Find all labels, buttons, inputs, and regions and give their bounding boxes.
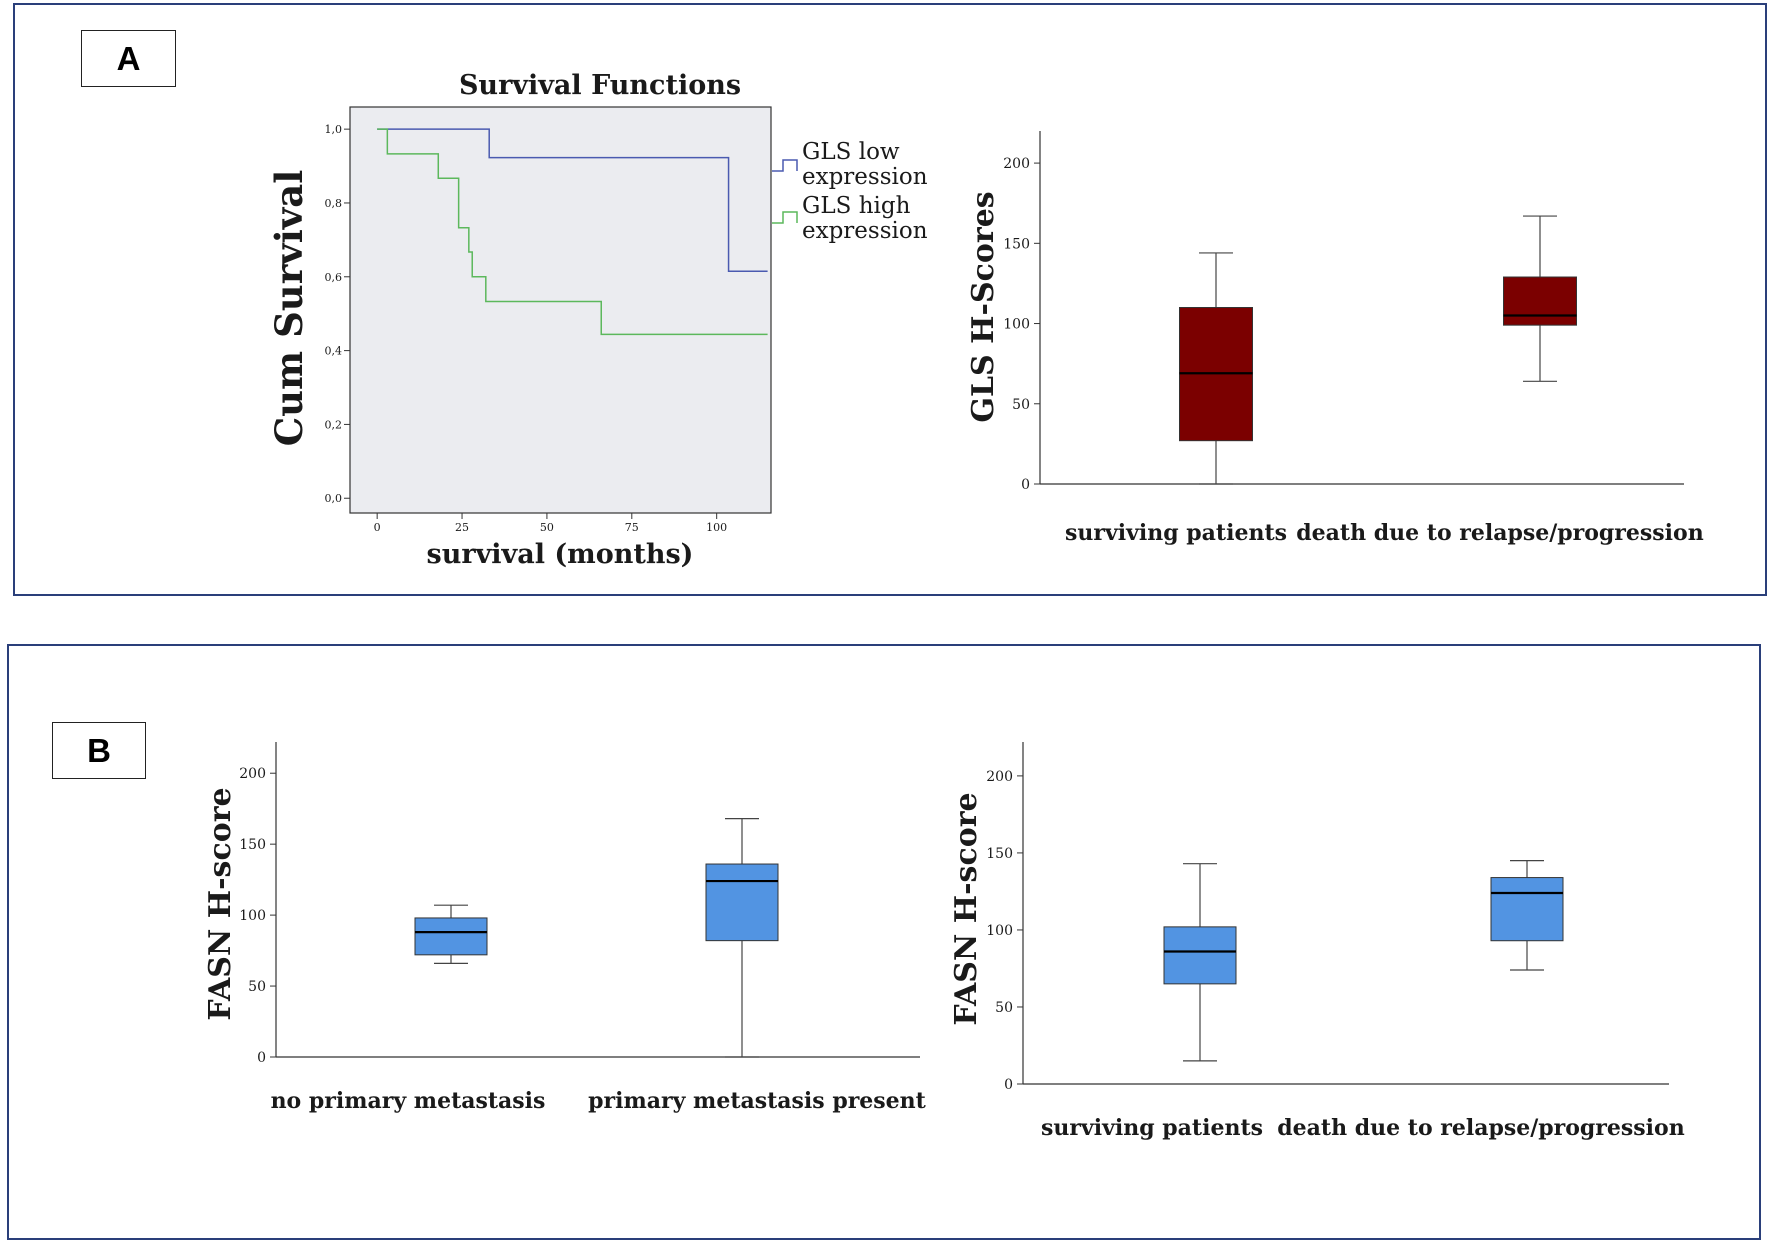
fasn-metastasis-boxplot: 0 50 100 150 200 FASN H-score no primary met… <box>203 742 927 1114</box>
km-line-low-expression <box>377 128 768 272</box>
fasn-metastasis-y-tick-label: 150 <box>239 837 266 853</box>
fasn-metastasis-y-tick-label: 50 <box>248 979 266 995</box>
km-legend: GLS low expression GLS high expression <box>772 139 928 244</box>
fasn-survival-y-tick-label: 0 <box>1004 1077 1013 1093</box>
km-series <box>377 128 768 336</box>
fasn-survival-category-label-1: surviving patients <box>1041 1115 1263 1141</box>
km-y-tick-label: 0,6 <box>325 271 343 284</box>
fasn-survival-box <box>1163 926 1237 985</box>
fasn-survival-y-tick-label: 100 <box>986 923 1013 939</box>
fasn-survival-y-tick-label: 200 <box>986 769 1013 785</box>
legend-high-line1: GLS high <box>802 193 911 219</box>
km-axes: 0,0 0,2 0,4 0,6 0,8 1,0 0 25 50 75 100 <box>325 123 728 534</box>
fasn-survival-category-label-2: death due to relapse/progression <box>1277 1115 1684 1141</box>
legend-low-line1: GLS low <box>802 139 900 165</box>
km-y-tick-label: 0,4 <box>325 345 343 358</box>
legend-low-marker <box>772 159 798 172</box>
gls-y-tick-label: 100 <box>1003 317 1030 333</box>
fasn-survival-box <box>1490 877 1564 942</box>
legend-high-line2: expression <box>802 218 928 244</box>
fasn-metastasis-marks: 0 50 100 150 200 <box>239 742 920 1066</box>
km-x-tick-label: 50 <box>540 521 554 534</box>
fasn-metastasis-y-tick-label: 200 <box>239 766 266 782</box>
km-x-tick-label: 25 <box>455 521 469 534</box>
fasn-survival-y-tick-label: 150 <box>986 846 1013 862</box>
fasn-survival-y-tick-label: 50 <box>995 1000 1013 1016</box>
km-x-tick-label: 75 <box>625 521 639 534</box>
fasn-survival-marks: 0 50 100 150 200 <box>986 742 1669 1093</box>
km-line-high-expression <box>377 128 768 336</box>
km-y-tick-label: 1,0 <box>325 123 343 136</box>
km-y-axis-label: Cum Survival <box>267 170 311 447</box>
gls-y-axis-label: GLS H-Scores <box>966 191 1001 422</box>
gls-y-tick-label: 50 <box>1012 397 1030 413</box>
legend-high-marker <box>772 211 798 224</box>
fasn-metastasis-box <box>414 917 488 956</box>
gls-y-tick-label: 150 <box>1003 236 1030 252</box>
fasn-survival-boxplot: 0 50 100 150 200 FASN H-score surviving pati… <box>949 742 1685 1141</box>
fasn-metastasis-y-tick-label: 0 <box>257 1050 266 1066</box>
panel-b <box>7 644 1761 1240</box>
km-plot-background <box>349 106 772 514</box>
gls-category-label-2: death due to relapse/progression <box>1296 520 1703 546</box>
gls-y-tick-label: 200 <box>1003 156 1030 172</box>
km-y-tick-label: 0,2 <box>325 418 343 431</box>
km-y-tick-label: 0,0 <box>325 492 343 505</box>
km-y-tick-label: 0,8 <box>325 197 343 210</box>
km-x-tick-label: 0 <box>374 521 381 534</box>
km-title: Survival Functions <box>459 70 741 101</box>
panel-b-label: B <box>52 722 146 779</box>
gls-box <box>1503 276 1577 326</box>
fasn-metastasis-box <box>705 863 779 942</box>
km-x-tick-label: 100 <box>706 521 727 534</box>
legend-low-line2: expression <box>802 164 928 190</box>
km-x-axis-label: survival (months) <box>427 539 694 570</box>
panel-a <box>13 3 1767 596</box>
fasn-metastasis-category-label-1: no primary metastasis <box>271 1088 546 1114</box>
fasn-metastasis-y-tick-label: 100 <box>239 908 266 924</box>
gls-category-label-1: surviving patients <box>1065 520 1287 546</box>
gls-boxplot: 0 50 100 150 200 GLS H-Scores surviving pati… <box>966 131 1704 546</box>
fasn-metastasis-y-axis-label: FASN H-score <box>203 787 238 1020</box>
panel-a-label: A <box>81 30 176 87</box>
km-chart: 0,0 0,2 0,4 0,6 0,8 1,0 0 25 50 75 100 Survival Fu… <box>267 70 928 570</box>
fasn-metastasis-category-label-2: primary metastasis present <box>588 1088 927 1114</box>
fasn-survival-y-axis-label: FASN H-score <box>949 792 984 1025</box>
gls-y-tick-label: 0 <box>1021 477 1030 493</box>
gls-boxplot-marks: 0 50 100 150 200 <box>1003 131 1684 493</box>
